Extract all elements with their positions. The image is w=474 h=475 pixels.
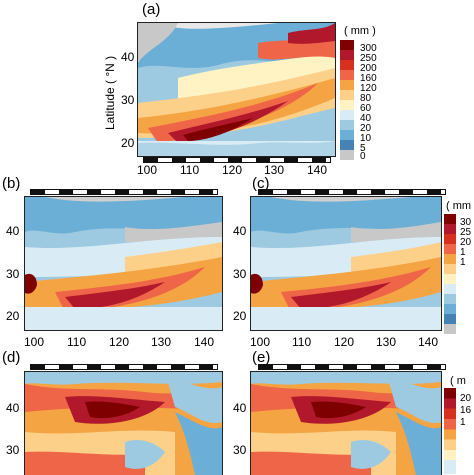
lon-tick-b-110: 110	[67, 335, 87, 349]
colorbar-c: 30 25 20 1 1	[444, 214, 474, 334]
lon-tick-b-140: 140	[194, 335, 215, 349]
y-axis-label: Latitude ( °N )	[103, 55, 117, 130]
colorbar-a-label-3: 160	[360, 73, 377, 84]
colorbar-c-label-2: 20	[460, 237, 472, 248]
lon-tick-c-100: 100	[250, 335, 271, 349]
panel-label-e: (e)	[252, 349, 271, 366]
colorbar-c-swatches	[444, 214, 456, 334]
lat-tick-c-40: 40	[233, 224, 247, 238]
map-panel-b	[24, 196, 223, 331]
colorbar-e-label-1: 16	[460, 405, 472, 416]
frame-bar-c-top	[258, 189, 446, 195]
colorbar-a-label-0: 300	[360, 43, 377, 54]
lon-tick-a-130: 130	[264, 163, 285, 177]
colorbar-c-label-1: 25	[460, 227, 472, 238]
map-panel-a	[137, 22, 336, 157]
lon-tick-a-140: 140	[307, 163, 328, 177]
colorbar-a-label-4: 120	[360, 83, 377, 94]
lon-tick-c-140: 140	[418, 335, 439, 349]
colorbar-a: 300 250 200 160 120 80 60 40 20 10 5 0	[340, 40, 400, 160]
colorbar-a-label-7: 40	[360, 113, 372, 124]
lon-tick-a-100: 100	[137, 163, 158, 177]
colorbar-a-unit: ( mm )	[344, 25, 376, 37]
lon-tick-a-120: 120	[222, 163, 243, 177]
frame-bar-e-top	[258, 364, 446, 370]
colorbar-e-unit: ( m	[450, 375, 466, 387]
lat-tick-a-30: 30	[121, 93, 135, 107]
colorbar-a-label-1: 250	[360, 53, 377, 64]
lon-tick-b-130: 130	[151, 335, 172, 349]
colorbar-c-unit: ( mm	[446, 200, 472, 212]
colorbar-c-label-3: 1	[460, 247, 466, 258]
lat-tick-b-30: 30	[6, 267, 20, 281]
colorbar-e: 20 16 1	[444, 388, 474, 474]
colorbar-c-label-0: 30	[460, 217, 472, 228]
colorbar-a-label-5: 80	[360, 93, 372, 104]
map-panel-c	[250, 196, 442, 331]
colorbar-a-label-9: 10	[360, 133, 372, 144]
colorbar-a-label-11: 0	[360, 151, 366, 161]
panel-label-d: (d)	[2, 349, 21, 366]
lon-tick-c-130: 130	[376, 335, 397, 349]
frame-bar-b-top	[30, 189, 218, 195]
colorbar-e-swatches	[444, 388, 456, 474]
panel-label-b: (b)	[2, 175, 21, 192]
colorbar-e-label-2: 1	[460, 417, 466, 428]
lat-tick-e-30: 30	[233, 443, 247, 457]
lat-tick-c-20: 20	[233, 309, 247, 323]
lat-tick-a-40: 40	[121, 50, 135, 64]
colorbar-a-swatches	[340, 40, 354, 160]
colorbar-e-label-0: 20	[460, 393, 472, 404]
frame-bar-d-top	[30, 364, 218, 370]
map-panel-d	[24, 371, 223, 475]
lat-tick-b-20: 20	[6, 309, 20, 323]
lon-tick-c-110: 110	[292, 335, 312, 349]
colorbar-a-label-8: 20	[360, 123, 372, 134]
panel-label-a: (a)	[142, 1, 161, 18]
lon-tick-c-120: 120	[334, 335, 355, 349]
lat-tick-d-30: 30	[6, 443, 20, 457]
map-panel-e	[250, 371, 442, 475]
frame-bar-a	[143, 157, 331, 163]
lat-tick-a-20: 20	[121, 136, 135, 150]
lat-tick-d-40: 40	[6, 401, 20, 415]
lat-tick-c-30: 30	[233, 267, 247, 281]
lon-tick-b-100: 100	[24, 335, 45, 349]
lat-tick-b-40: 40	[6, 224, 20, 238]
lon-tick-a-110: 110	[180, 163, 200, 177]
colorbar-a-label-2: 200	[360, 63, 377, 74]
colorbar-a-label-6: 60	[360, 103, 372, 114]
panel-label-c: (c)	[252, 175, 270, 192]
colorbar-c-label-4: 1	[460, 257, 466, 268]
colorbar-a-label-10: 5	[360, 143, 366, 154]
lat-tick-e-40: 40	[233, 401, 247, 415]
lon-tick-b-120: 120	[109, 335, 130, 349]
